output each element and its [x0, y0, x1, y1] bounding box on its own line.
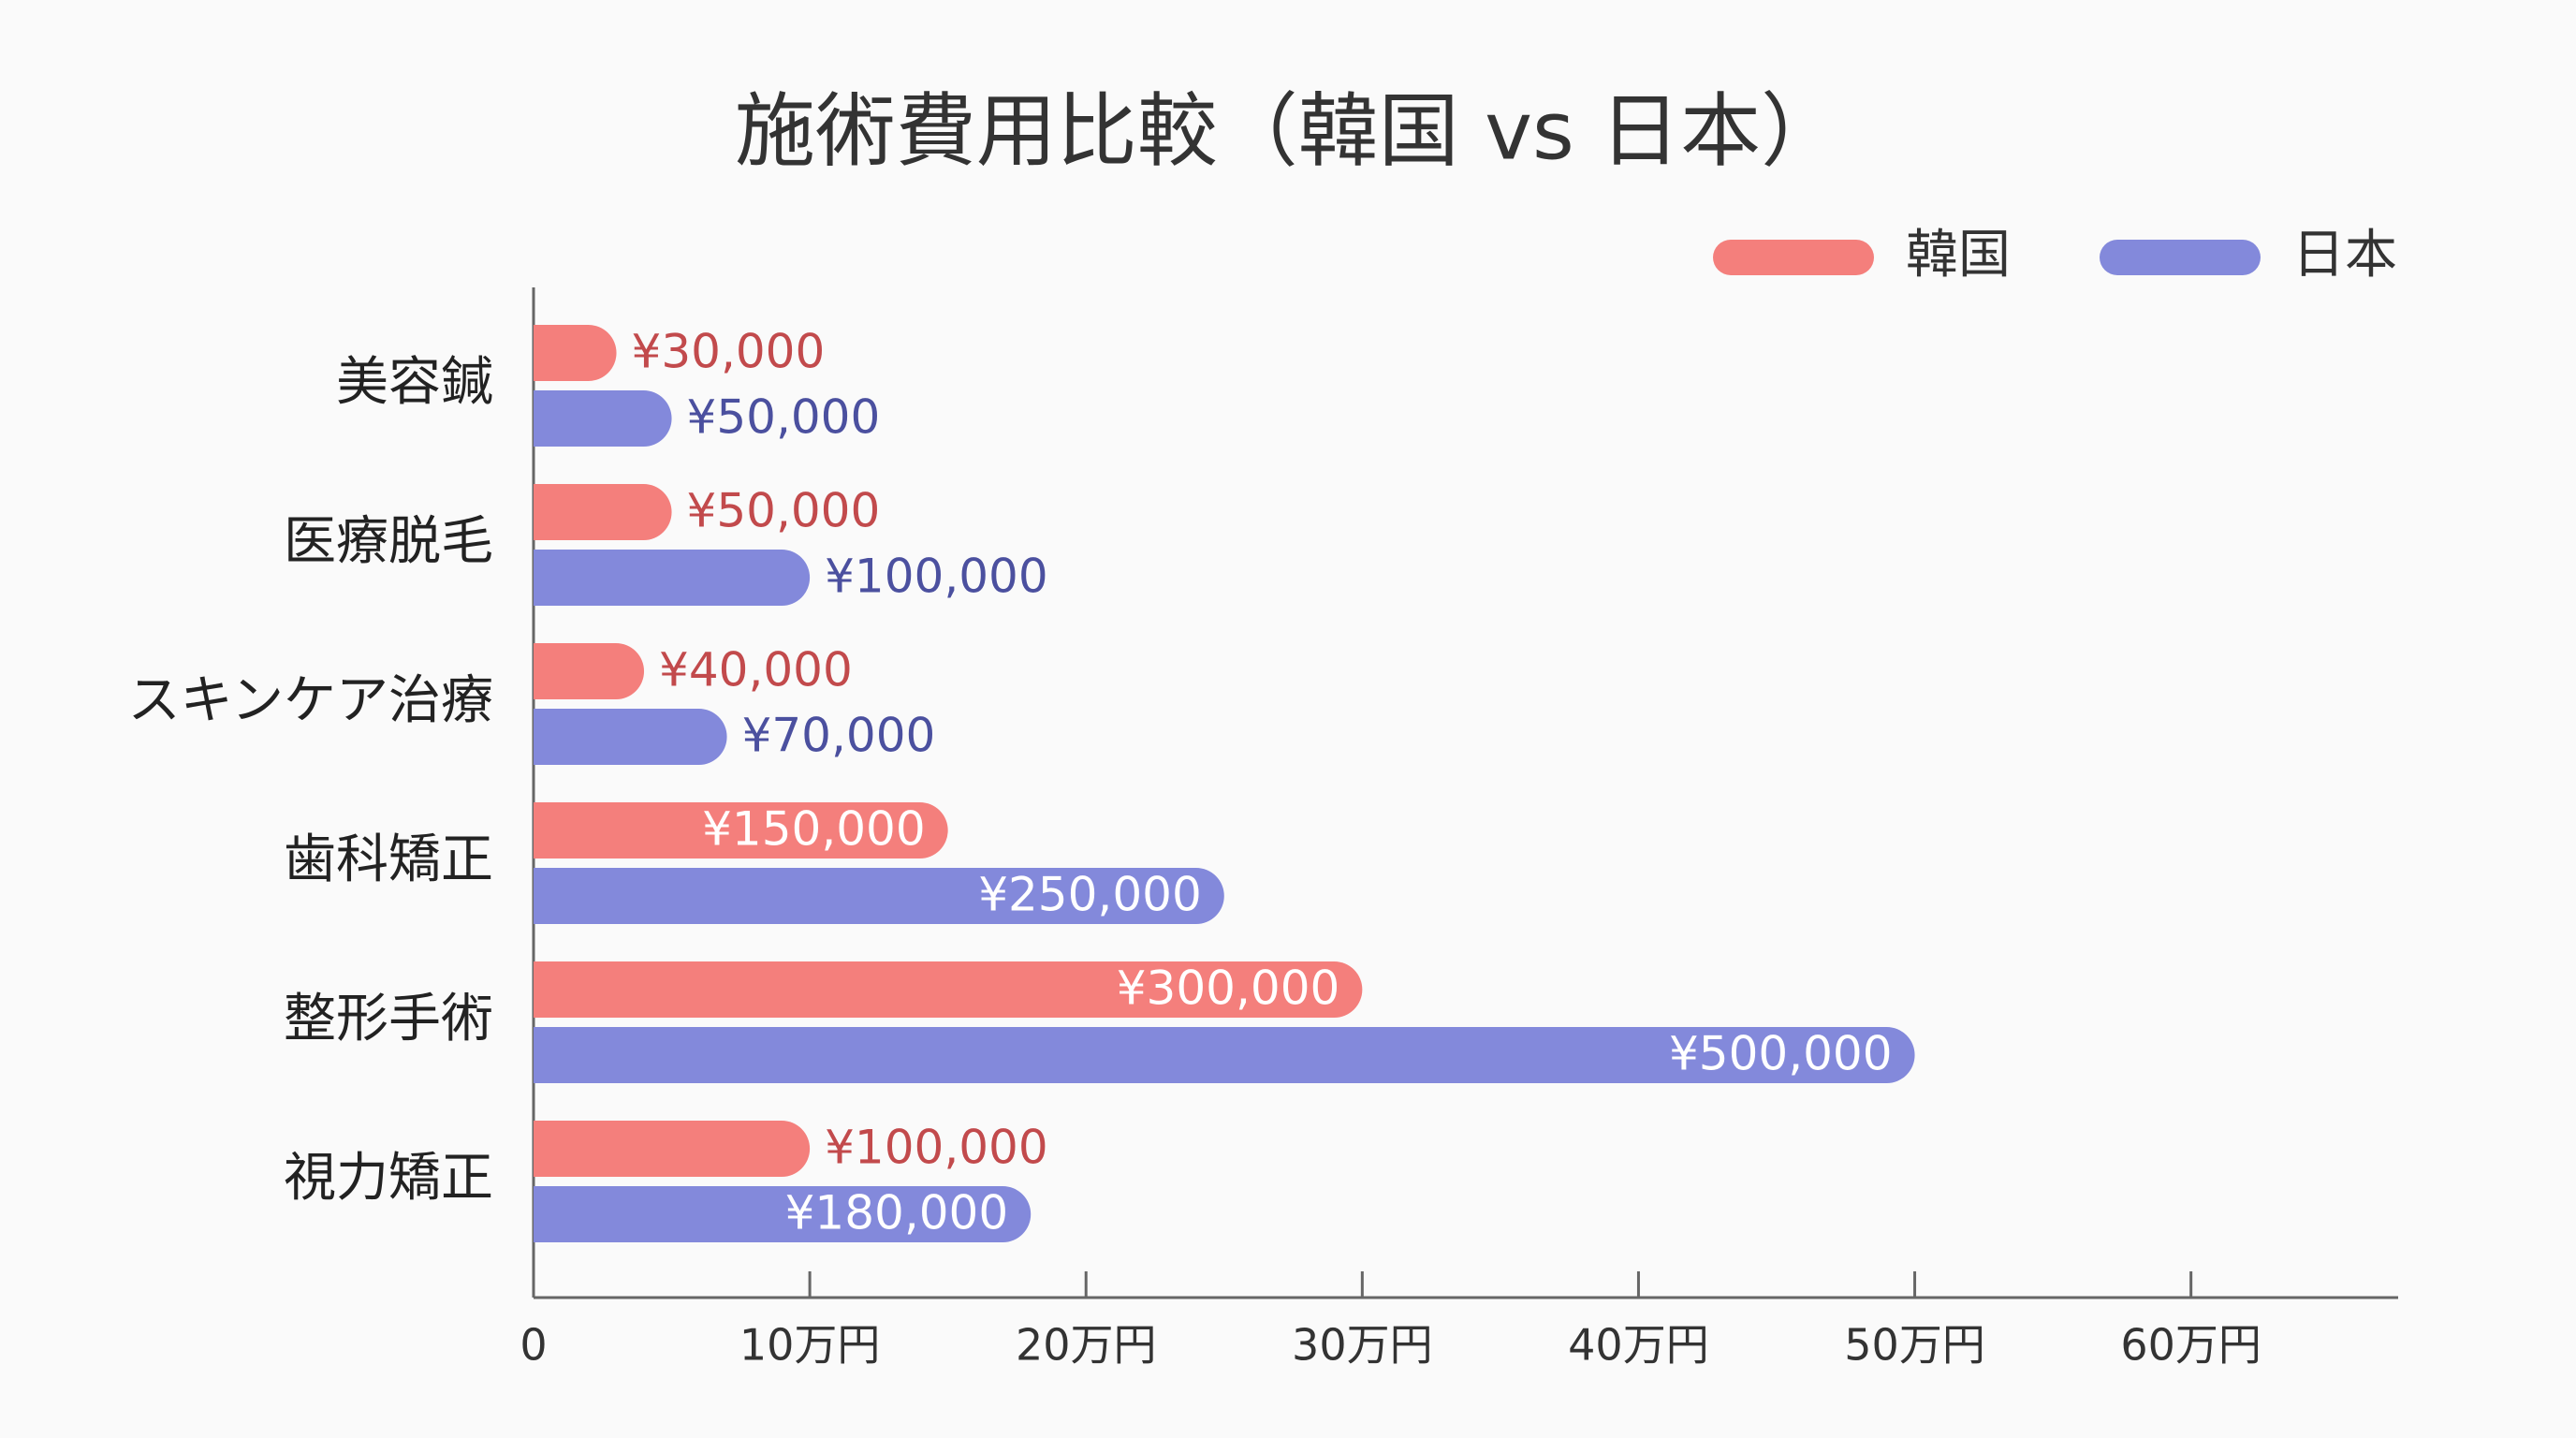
value-label: ¥100,000 — [825, 1121, 1048, 1175]
bar — [534, 961, 1363, 1018]
legend-swatch — [1713, 240, 1874, 275]
category-label: 視力矯正 — [284, 1148, 493, 1209]
x-tick-label: 0 — [520, 1320, 547, 1371]
legend-label: 日本 — [2292, 225, 2397, 286]
bar — [534, 1186, 1032, 1242]
chart-title: 施術費用比較（韓国 vs 日本） — [735, 84, 1841, 178]
bar — [534, 550, 811, 606]
category-label: 医療脱毛 — [284, 511, 493, 572]
bar — [534, 1121, 811, 1177]
bar — [534, 484, 672, 540]
bar — [534, 1027, 1915, 1083]
legend-swatch — [2100, 240, 2261, 275]
x-tick-label: 20万円 — [1016, 1320, 1157, 1371]
category-label: 歯科矯正 — [284, 829, 493, 890]
legend-label: 韓国 — [1906, 225, 2011, 286]
value-label: ¥180,000 — [785, 1186, 1009, 1240]
value-label: ¥300,000 — [1117, 961, 1340, 1016]
x-tick-label: 30万円 — [1292, 1320, 1433, 1371]
bar — [534, 390, 672, 447]
bar — [534, 709, 727, 765]
x-tick-label: 60万円 — [2120, 1320, 2261, 1371]
bar — [534, 643, 645, 699]
x-tick-label: 10万円 — [739, 1320, 881, 1371]
value-label: ¥150,000 — [702, 802, 926, 857]
category-label: 整形手術 — [284, 989, 493, 1049]
value-label: ¥50,000 — [687, 390, 881, 445]
value-label: ¥50,000 — [687, 484, 881, 538]
bar — [534, 325, 617, 381]
x-tick-label: 40万円 — [1568, 1320, 1709, 1371]
x-tick-label: 50万円 — [1844, 1320, 1985, 1371]
value-label: ¥70,000 — [742, 709, 936, 763]
value-label: ¥30,000 — [632, 325, 826, 379]
category-label: スキンケア治療 — [128, 670, 493, 731]
bar — [534, 802, 948, 858]
bar — [534, 868, 1224, 924]
value-label: ¥40,000 — [659, 643, 853, 697]
value-label: ¥500,000 — [1669, 1027, 1893, 1081]
category-label: 美容鍼 — [336, 352, 493, 413]
value-label: ¥100,000 — [825, 550, 1048, 604]
value-label: ¥250,000 — [978, 868, 1202, 922]
